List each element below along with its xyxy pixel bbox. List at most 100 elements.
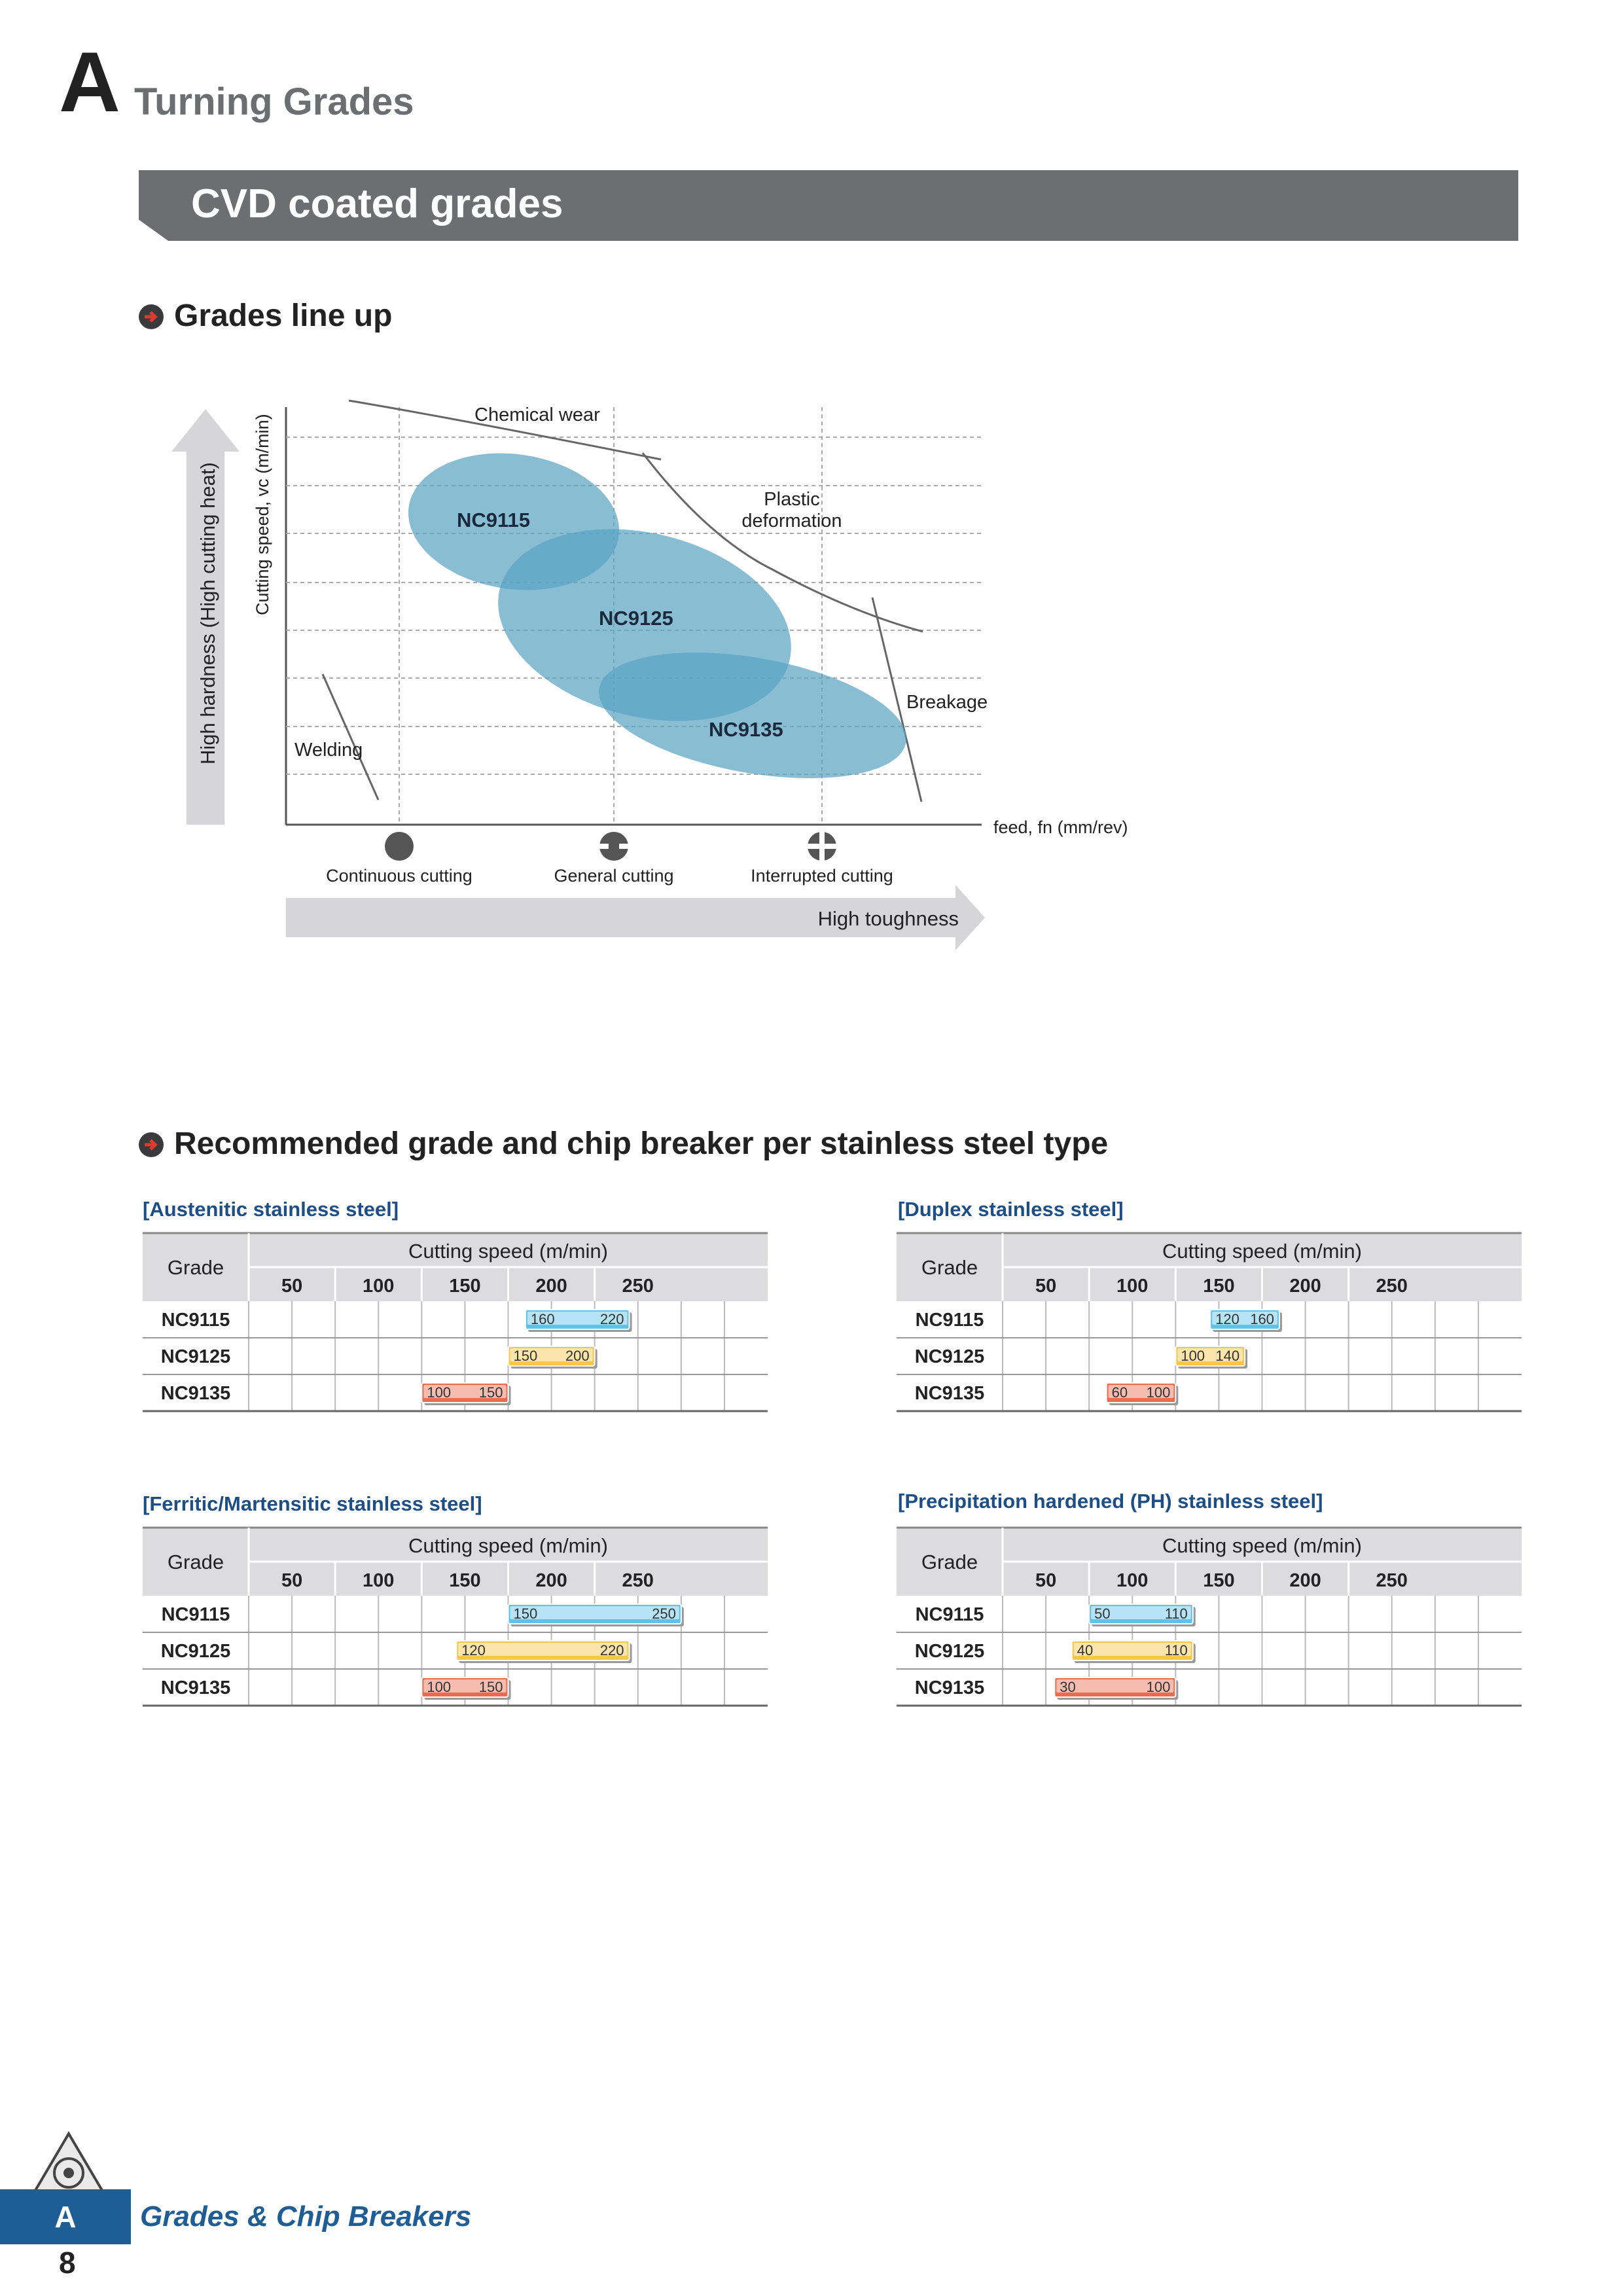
table-title-ferritic: [Ferritic/Martensitic stainless steel] — [143, 1492, 482, 1515]
tick-label: 100 — [1116, 1570, 1148, 1591]
row-grade: NC9115 — [162, 1604, 230, 1625]
row-grade: NC9135 — [161, 1677, 230, 1698]
header-cutting-speed: Cutting speed (m/min) — [408, 1240, 608, 1263]
hardness-arrow — [171, 409, 240, 825]
tick-label: 250 — [622, 1570, 654, 1591]
row-grade: NC9115 — [916, 1604, 984, 1625]
row-grade: NC9135 — [915, 1677, 984, 1698]
y-arrow-label: High hardness (High cutting heat) — [196, 462, 219, 764]
grades-lineup-heading: Grades line up — [174, 298, 393, 333]
speed-table-austenitic: Grade Cutting speed (m/min) 50 100 150 200 250… — [143, 1232, 768, 1412]
header-grade: Grade — [921, 1551, 978, 1573]
header-cutting-speed: Cutting speed (m/min) — [1162, 1534, 1362, 1557]
page-number: 8 — [59, 2246, 76, 2280]
continuous-cutting-icon — [385, 832, 414, 861]
range-min-label: 150 — [514, 1605, 538, 1622]
tick-label: 50 — [281, 1570, 302, 1591]
header-cutting-speed: Cutting speed (m/min) — [1162, 1240, 1362, 1263]
speed-table-ferritic: Grade Cutting speed (m/min) 50 100 150 200 250… — [143, 1526, 768, 1707]
cutting-type-interrupted: Interrupted cutting — [751, 866, 893, 886]
tick-label: 100 — [1116, 1276, 1148, 1297]
banner-title: CVD coated grades — [191, 181, 563, 226]
grade-label-nc9125: NC9125 — [599, 607, 673, 630]
range-max-label: 140 — [1215, 1348, 1240, 1364]
y-axis-label: Cutting speed, vc (m/min) — [253, 414, 272, 615]
range-min-label: 160 — [531, 1311, 555, 1327]
tick-label: 150 — [1203, 1570, 1234, 1591]
table-title-duplex: [Duplex stainless steel] — [898, 1198, 1124, 1221]
header-grade: Grade — [168, 1551, 224, 1573]
table-title-austenitic: [Austenitic stainless steel] — [143, 1198, 399, 1221]
range-max-label: 220 — [600, 1642, 624, 1659]
chemical-wear-line — [348, 399, 662, 461]
tick-label: 250 — [622, 1276, 654, 1297]
range-max-label: 100 — [1147, 1384, 1171, 1401]
row-grade: NC9125 — [915, 1641, 984, 1662]
row-grade: NC9125 — [161, 1346, 230, 1367]
tick-label: 200 — [1289, 1570, 1321, 1591]
range-bar-highlight — [510, 1348, 593, 1361]
tick-label: 200 — [535, 1570, 567, 1591]
general-cutting-icon — [598, 832, 630, 861]
footer-section-letter: A — [0, 2189, 131, 2244]
range-min-label: 120 — [461, 1642, 486, 1659]
tick-label: 50 — [1035, 1276, 1056, 1297]
range-max-label: 110 — [1165, 1605, 1188, 1622]
range-bar-highlight — [1073, 1643, 1191, 1656]
range-min-label: 100 — [427, 1384, 451, 1401]
bullet-arrow-icon — [139, 304, 164, 329]
header-grade: Grade — [921, 1256, 978, 1279]
zone-chemical-wear: Chemical wear — [474, 404, 600, 425]
interrupted-cutting-icon — [806, 831, 838, 862]
range-max-label: 110 — [1165, 1642, 1188, 1659]
cutting-type-continuous: Continuous cutting — [326, 866, 473, 886]
range-min-label: 100 — [427, 1679, 451, 1695]
range-bar-highlight — [527, 1312, 628, 1325]
range-min-label: 120 — [1215, 1311, 1240, 1327]
footer-title: Grades & Chip Breakers — [140, 2200, 472, 2233]
range-max-label: 200 — [565, 1348, 590, 1364]
row-grade: NC9125 — [915, 1346, 984, 1367]
toughness-arrow — [286, 885, 985, 950]
row-grade: NC9135 — [915, 1383, 984, 1404]
range-max-label: 150 — [479, 1679, 503, 1695]
row-grade: NC9125 — [161, 1641, 230, 1662]
range-max-label: 220 — [600, 1311, 624, 1327]
range-bar-highlight — [458, 1643, 628, 1656]
speed-table-ph: Grade Cutting speed (m/min) 50 100 150 200 250… — [897, 1526, 1522, 1707]
header-grade: Grade — [168, 1256, 224, 1279]
range-min-label: 40 — [1077, 1642, 1093, 1659]
range-bar-highlight — [1212, 1312, 1277, 1325]
zone-plastic-2: deformation — [741, 511, 842, 531]
title-banner — [139, 170, 1518, 241]
grades-lineup-diagram: High hardness (High cutting heat) Cuttin… — [171, 399, 1128, 950]
section-title: Turning Grades — [134, 81, 414, 123]
breakage-line — [871, 597, 923, 802]
tick-label: 150 — [449, 1570, 480, 1591]
tick-label: 200 — [1289, 1276, 1321, 1297]
zone-plastic-1: Plastic — [764, 489, 819, 510]
range-bar-highlight — [423, 1385, 507, 1398]
insert-logo-icon — [31, 2131, 106, 2194]
tick-label: 50 — [1035, 1570, 1056, 1591]
section-letter: A — [59, 34, 120, 130]
range-max-label: 250 — [652, 1605, 676, 1622]
range-bar-highlight — [1091, 1606, 1191, 1619]
speed-table-duplex: Grade Cutting speed (m/min) 50 100 150 200 250… — [897, 1232, 1522, 1412]
welding-line — [321, 673, 380, 800]
range-min-label: 150 — [514, 1348, 538, 1364]
tick-label: 250 — [1376, 1570, 1408, 1591]
grade-label-nc9115: NC9115 — [457, 509, 530, 531]
recommended-heading: Recommended grade and chip breaker per s… — [174, 1126, 1109, 1161]
tick-label: 150 — [449, 1276, 480, 1297]
zone-welding: Welding — [294, 740, 363, 761]
grade-label-nc9135: NC9135 — [709, 718, 783, 741]
tick-label: 100 — [363, 1570, 394, 1591]
tick-label: 100 — [363, 1276, 394, 1297]
table-title-ph: [Precipitation hardened (PH) stainless s… — [898, 1490, 1323, 1513]
range-bar-highlight — [1177, 1348, 1243, 1361]
tick-label: 50 — [281, 1276, 302, 1297]
range-bar-highlight — [1056, 1679, 1174, 1693]
range-max-label: 160 — [1250, 1311, 1274, 1327]
zone-breakage: Breakage — [906, 692, 988, 713]
